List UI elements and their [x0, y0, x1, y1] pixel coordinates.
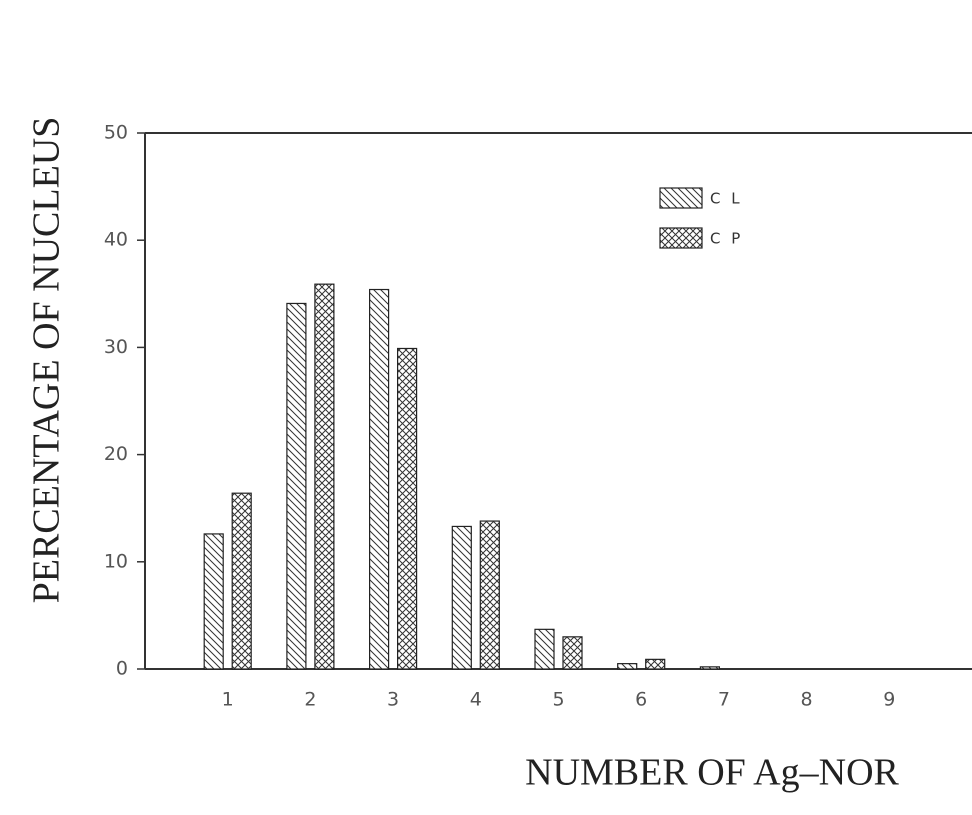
bar [562, 636, 583, 670]
legend-swatch [659, 187, 703, 209]
bar [451, 525, 472, 670]
legend-swatch [659, 227, 703, 249]
legend-label: C L [710, 190, 743, 208]
x-tick-label: 3 [387, 689, 399, 711]
x-tick-label: 1 [222, 689, 234, 711]
y-tick-label: 30 [104, 336, 128, 358]
x-tick-label: 6 [635, 689, 647, 711]
x-tick-label: 9 [883, 689, 895, 711]
bar [397, 347, 418, 670]
x-tick-label: 2 [304, 689, 316, 711]
bar [699, 666, 721, 670]
bar [534, 628, 555, 670]
legend-label: C P [710, 230, 743, 248]
bar [231, 492, 252, 670]
y-tick-label: 40 [104, 229, 128, 251]
x-tick-label: 5 [552, 689, 564, 711]
y-tick-label: 10 [104, 550, 128, 572]
bar [479, 520, 500, 670]
bar [617, 663, 638, 670]
bar [286, 302, 307, 670]
bar [203, 533, 224, 670]
y-tick-label: 20 [104, 443, 128, 465]
y-axis-title: PERCENTAGE OF NUCLEUS [26, 117, 68, 604]
bar [314, 283, 335, 670]
x-tick-label: 8 [801, 689, 813, 711]
bar [369, 288, 390, 670]
y-tick-label: 50 [104, 122, 128, 144]
x-tick-label: 7 [718, 689, 730, 711]
bar [645, 658, 666, 670]
x-tick-label: 4 [470, 689, 482, 711]
x-axis-title: NUMBER OF Ag–NOR [525, 752, 899, 794]
y-tick-label: 0 [116, 658, 128, 680]
